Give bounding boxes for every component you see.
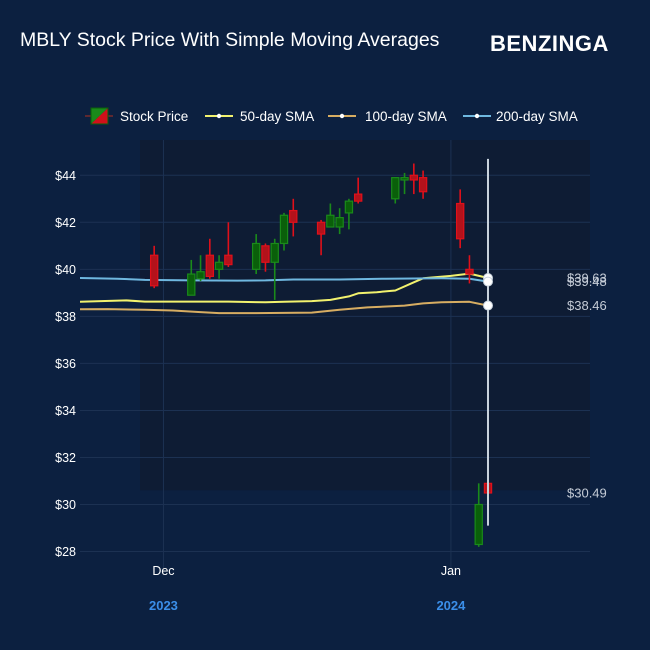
benzinga-logo: BENZINGA (490, 31, 609, 56)
legend-item[interactable]: 100-day SMA (328, 109, 447, 124)
candle-body (409, 174, 419, 181)
last-value-label: $39.63 (567, 271, 607, 286)
legend-swatch-down (91, 108, 108, 124)
candle-body (335, 217, 344, 228)
candle[interactable] (251, 234, 261, 275)
candle-body (270, 242, 279, 263)
candle-body (251, 242, 261, 270)
candle[interactable] (409, 163, 419, 195)
legend-label: 200-day SMA (496, 109, 578, 124)
x-axis: Dec 2023 Jan 2024 (149, 564, 466, 613)
candle[interactable] (214, 255, 224, 279)
y-tick-label: $44 (55, 169, 76, 183)
candle-body (326, 214, 335, 228)
y-tick-label: $42 (55, 216, 76, 230)
candle-body (289, 209, 298, 223)
y-axis: $28 $30 $32 $34 $36 $38 $40 $42 $44 (55, 169, 76, 559)
candle[interactable] (270, 238, 279, 300)
candle-body (316, 221, 326, 235)
plot-shade (140, 140, 590, 491)
candle-body (418, 177, 428, 193)
candle-body (187, 273, 196, 296)
candle[interactable] (455, 189, 465, 249)
plot-background (140, 140, 590, 491)
y-tick-label: $36 (55, 357, 76, 371)
crosshair (483, 158, 493, 526)
candle-body (261, 245, 270, 263)
x-year-label: 2024 (436, 598, 466, 613)
candle-body (279, 214, 289, 245)
candle[interactable] (187, 259, 196, 296)
y-tick-label: $40 (55, 263, 76, 277)
crosshair-marker (483, 276, 493, 287)
candles[interactable] (149, 163, 493, 547)
candle[interactable] (326, 203, 335, 228)
x-tick-label: Dec (152, 564, 174, 578)
legend[interactable]: Stock Price 50-day SMA 100-day SMA 200-day … (85, 107, 578, 125)
last-value-label: $38.46 (567, 298, 607, 313)
candle[interactable] (279, 212, 289, 251)
candle[interactable] (224, 222, 233, 267)
last-value-label: $30.49 (567, 485, 607, 500)
legend-item[interactable]: 200-day SMA (463, 109, 578, 124)
y-tick-label: $38 (55, 310, 76, 324)
legend-swatch-dot (339, 113, 345, 119)
candle[interactable] (149, 245, 159, 289)
gridlines (80, 140, 590, 568)
legend-swatch-border (90, 107, 109, 125)
legend-swatch-dot (474, 113, 480, 119)
legend-item[interactable]: Stock Price (85, 107, 188, 125)
sma-line-100 (79, 300, 489, 315)
y-tick-label: $34 (55, 404, 76, 418)
candle-body (205, 254, 215, 277)
candle-body (224, 254, 233, 266)
candle-body (196, 271, 205, 280)
candle-body (344, 200, 354, 214)
candle-body (149, 254, 159, 287)
legend-item[interactable]: 50-day SMA (205, 109, 314, 124)
legend-label: Stock Price (120, 109, 188, 124)
candle[interactable] (418, 170, 428, 199)
candle-body (465, 268, 474, 275)
sma-line-200 (79, 277, 489, 283)
candle[interactable] (474, 483, 483, 547)
y-tick-label: $28 (55, 545, 76, 559)
candle[interactable] (353, 177, 363, 204)
last-value-labels: $39.63$39.48 $38.46 $30.49 (567, 271, 607, 501)
candle[interactable] (344, 198, 354, 230)
legend-label: 100-day SMA (365, 109, 447, 124)
candle-body (353, 193, 363, 202)
candle[interactable] (289, 198, 298, 237)
candle-body (474, 503, 483, 546)
legend-swatch-dot (216, 113, 222, 119)
sma-lines (79, 272, 489, 315)
candle-body (455, 202, 465, 240)
y-tick-label: $32 (55, 451, 76, 465)
x-tick-label: Jan (441, 564, 461, 578)
legend-label: 50-day SMA (240, 109, 314, 124)
chart-title: MBLY Stock Price With Simple Moving Aver… (20, 29, 440, 51)
crosshair-marker (483, 300, 493, 311)
candle[interactable] (316, 219, 326, 256)
candle-body (391, 177, 400, 200)
candle[interactable] (196, 255, 205, 282)
candle[interactable] (335, 208, 344, 235)
last-value-label: $39.48 (567, 274, 607, 289)
candle[interactable] (391, 177, 400, 204)
candle[interactable] (465, 255, 474, 284)
candle[interactable] (205, 238, 215, 279)
candle[interactable] (400, 172, 409, 195)
candle-body (400, 177, 409, 181)
candle-body (214, 261, 224, 270)
y-tick-label: $30 (55, 498, 76, 512)
x-year-label: 2023 (149, 598, 178, 613)
candle[interactable] (261, 243, 270, 272)
